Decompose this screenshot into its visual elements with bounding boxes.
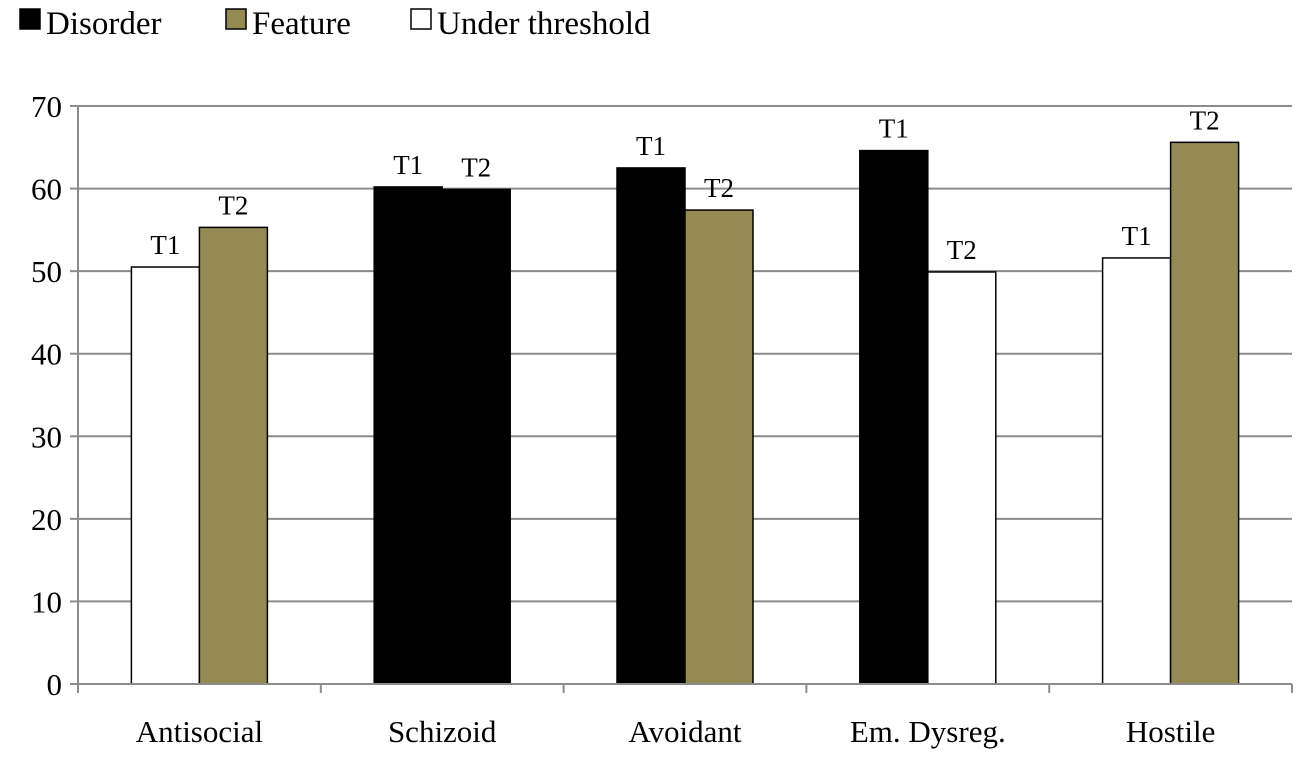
bar-avoidant-2 [684, 209, 754, 685]
x-category-label: Avoidant [628, 714, 741, 749]
bar-label: T1 [636, 131, 666, 161]
axes: 0 10 20 30 40 50 60 70 Antisocial Schizoid Avoidan… [31, 89, 1293, 749]
y-tick-label: 60 [31, 172, 62, 207]
bar-avoidant-1 [616, 167, 686, 685]
y-tick-label: 20 [31, 502, 62, 537]
bars [130, 141, 1240, 685]
bar-schizoid-2 [441, 188, 511, 685]
bar-hostile-2 [1169, 141, 1240, 685]
legend-label-feature: Feature [252, 6, 351, 42]
legend-swatch-under [410, 8, 432, 30]
bar-schizoid-1 [373, 186, 443, 685]
bar-label: T1 [150, 230, 180, 260]
bar-label: T2 [218, 190, 248, 220]
bar-em-dysreg--1 [859, 149, 929, 685]
x-category-label: Hostile [1126, 714, 1216, 749]
y-tick-label: 40 [31, 337, 62, 372]
y-tick-label: 50 [31, 254, 62, 289]
y-tick-label: 0 [47, 667, 63, 702]
legend-swatch-feature [225, 8, 247, 30]
x-category-label: Schizoid [388, 714, 497, 749]
legend-label-under: Under threshold [437, 6, 651, 42]
legend: Disorder Feature Under threshold [19, 6, 651, 42]
bar-label: T1 [879, 114, 909, 144]
y-tick-label: 30 [31, 419, 62, 454]
y-tick-label: 70 [31, 89, 62, 124]
bar-label: T1 [393, 150, 423, 180]
bar-label: T2 [1190, 105, 1220, 135]
bar-label: T2 [704, 173, 734, 203]
bar-labels: T1 T2 T1 T2 T1 T2 T1 T2 T1 T2 [150, 105, 1219, 265]
bar-em-dysreg--2 [927, 271, 997, 685]
x-category-label: Em. Dysreg. [850, 714, 1006, 749]
bar-antisocial-1 [130, 266, 201, 685]
x-category-label: Antisocial [136, 714, 263, 749]
y-tick-label: 10 [31, 584, 62, 619]
bar-label: T2 [947, 235, 977, 265]
bar-antisocial-2 [198, 226, 269, 685]
legend-label-disorder: Disorder [46, 6, 161, 42]
bar-label: T2 [461, 152, 491, 182]
bar-hostile-1 [1101, 257, 1172, 685]
bar-label: T1 [1122, 221, 1152, 251]
legend-swatch-disorder [19, 8, 41, 30]
